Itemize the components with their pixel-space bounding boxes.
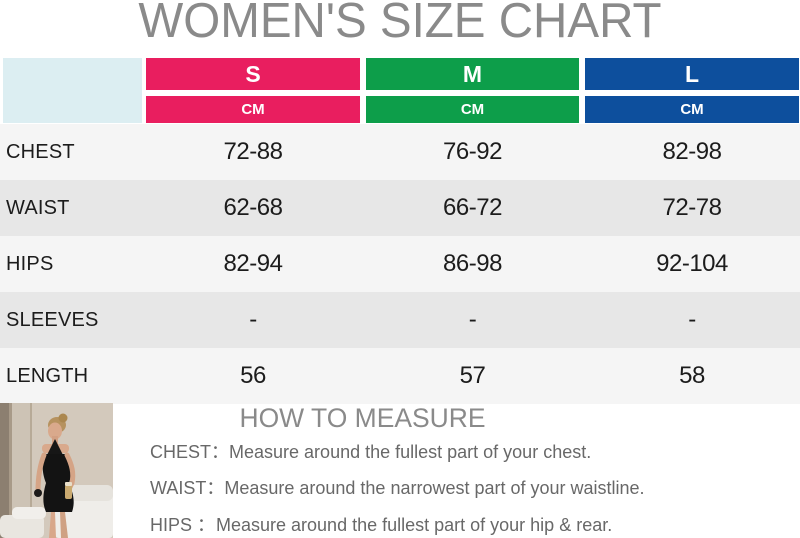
row-label: CHEST bbox=[6, 141, 75, 163]
cell-value: 82-94 bbox=[223, 250, 283, 277]
measure-label: HIPS ： bbox=[150, 515, 216, 535]
cell-value: 82-98 bbox=[662, 138, 722, 165]
table-row-hips: HIPS 82-94 86-98 92-104 bbox=[0, 236, 800, 292]
measure-instruction-chest: CHEST：Measure around the fullest part of… bbox=[150, 438, 591, 464]
measure-text: Measure around the fullest part of your … bbox=[216, 515, 613, 535]
size-header-l: L bbox=[585, 58, 799, 90]
table-row-length: LENGTH 56 57 58 bbox=[0, 348, 800, 404]
table-row-waist: WAIST 62-68 66-72 72-78 bbox=[0, 180, 800, 236]
cell-value: 76-92 bbox=[443, 138, 502, 165]
cell-value: 92-104 bbox=[656, 250, 728, 277]
cell-value: 72-88 bbox=[223, 138, 283, 165]
row-label: SLEEVES bbox=[6, 309, 99, 331]
measure-text: Measure around the narrowest part of you… bbox=[224, 478, 645, 498]
measure-label: WAIST： bbox=[150, 478, 225, 498]
row-label: HIPS bbox=[6, 253, 54, 275]
table-row-chest: CHEST 72-88 76-92 82-98 bbox=[0, 124, 800, 180]
unit-cell-s: CM bbox=[146, 96, 360, 123]
cell-value: 86-98 bbox=[443, 250, 502, 277]
cell-value: 58 bbox=[679, 362, 705, 389]
measure-text: Measure around the fullest part of your … bbox=[229, 442, 592, 462]
measure-instruction-waist: WAIST：Measure around the narrowest part … bbox=[150, 474, 645, 500]
measure-label: CHEST： bbox=[150, 442, 230, 462]
cell-value: - bbox=[468, 306, 477, 333]
unit-cell-l: CM bbox=[585, 96, 799, 123]
cell-value: 66-72 bbox=[443, 194, 502, 221]
cell-value: 56 bbox=[240, 362, 266, 389]
table-corner-cell bbox=[3, 58, 142, 123]
size-header-m: M bbox=[366, 58, 579, 90]
row-label: WAIST bbox=[6, 197, 70, 219]
cell-value: 57 bbox=[459, 362, 486, 389]
how-to-measure-title: HOW TO MEASURE bbox=[239, 403, 486, 433]
model-photo-illustration bbox=[0, 403, 113, 538]
measure-instruction-hips: HIPS ：Measure around the fullest part of… bbox=[150, 511, 612, 537]
cell-value: - bbox=[249, 306, 257, 333]
model-photo bbox=[0, 403, 113, 538]
unit-cell-m: CM bbox=[366, 96, 579, 123]
row-label: LENGTH bbox=[6, 365, 89, 387]
table-row-sleeves: SLEEVES - - - bbox=[0, 292, 800, 348]
cell-value: 62-68 bbox=[223, 194, 283, 221]
page-title: WOMEN'S SIZE CHART bbox=[138, 0, 662, 48]
cell-value: - bbox=[688, 306, 696, 333]
cell-value: 72-78 bbox=[662, 194, 722, 221]
size-header-s: S bbox=[146, 58, 360, 90]
